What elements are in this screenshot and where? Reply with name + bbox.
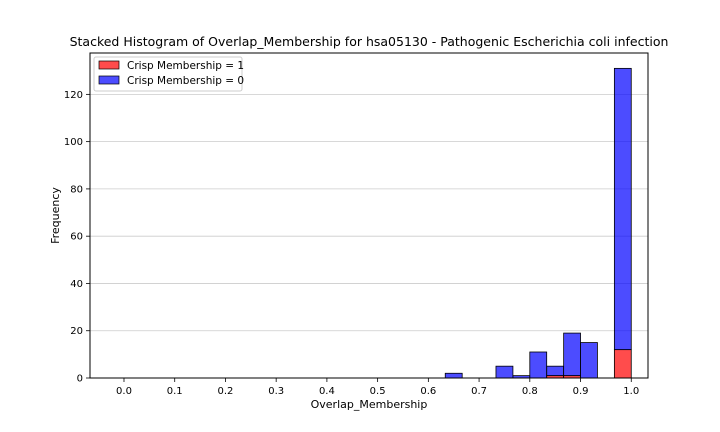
legend-label-crisp-0: Crisp Membership = 0: [127, 75, 244, 87]
x-axis-title: Overlap_Membership: [311, 398, 428, 411]
x-tick-label-7: 0.7: [471, 386, 487, 397]
legend: Crisp Membership = 1 Crisp Membership = …: [93, 56, 244, 92]
bar-crisp-0-bin-30: [613, 67, 632, 351]
x-tick-label-2: 0.2: [217, 386, 233, 397]
bars: [444, 67, 632, 379]
x-tick-label-4: 0.4: [319, 386, 335, 397]
x-tick-label-3: 0.3: [268, 386, 284, 397]
x-tick-label-6: 0.6: [420, 386, 436, 397]
legend-swatch-crisp-0: [98, 75, 120, 85]
bar-crisp-1-bin-30: [613, 349, 632, 379]
x-tick-label-1: 0.1: [167, 386, 183, 397]
plot-frame: [89, 52, 649, 379]
y-tick-label-3: 60: [70, 232, 83, 243]
bar-crisp-0-bin-28: [580, 342, 598, 379]
x-axis-ticks: 0.0 0.1 0.2 0.3 0.4 0.5 0.6 0.7 0.8 0.9 1.0: [116, 378, 639, 397]
y-tick-label-6: 120: [64, 90, 83, 101]
chart-title: Stacked Histogram of Overlap_Membership …: [70, 34, 669, 49]
x-tick-label-10: 1.0: [623, 386, 639, 397]
y-axis-title: Frequency: [49, 187, 62, 244]
bar-crisp-0-bin-20: [444, 372, 463, 379]
x-tick-label-9: 0.9: [573, 386, 589, 397]
legend-swatch-crisp-1: [98, 60, 120, 70]
y-tick-label-0: 0: [77, 374, 83, 385]
y-tick-label-2: 40: [70, 279, 83, 290]
y-tick-label-1: 20: [70, 326, 83, 337]
bar-crisp-0-bin-27: [563, 332, 581, 377]
x-tick-label-0: 0.0: [116, 386, 132, 397]
legend-label-crisp-1: Crisp Membership = 1: [127, 60, 244, 72]
x-tick-label-8: 0.8: [522, 386, 538, 397]
y-tick-label-5: 100: [64, 137, 83, 148]
bar-crisp-0-bin-25: [529, 351, 548, 379]
x-tick-label-5: 0.5: [370, 386, 386, 397]
bar-crisp-0-bin-23: [495, 365, 514, 379]
y-axis-ticks: 0 20 40 60 80 100 120: [64, 90, 90, 385]
grid-lines: [90, 93, 648, 332]
y-tick-label-4: 80: [70, 184, 83, 195]
legend-box: [93, 56, 243, 92]
bar-crisp-0-bin-26: [546, 365, 565, 377]
